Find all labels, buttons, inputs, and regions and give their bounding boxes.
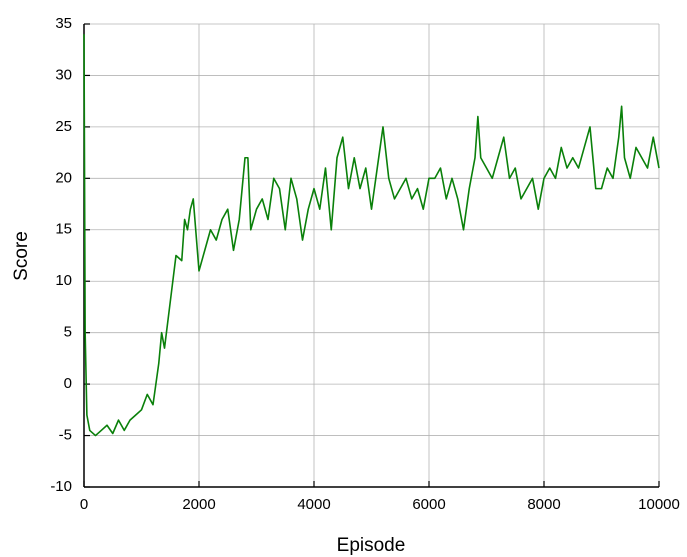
x-tick-label: 10000 xyxy=(638,496,680,513)
y-tick-label: -5 xyxy=(59,427,72,444)
y-tick-label: 10 xyxy=(55,272,72,289)
y-tick-label: 35 xyxy=(55,15,72,32)
line xyxy=(83,34,660,437)
x-tick-label: 8000 xyxy=(527,496,560,513)
y-tick-label: 0 xyxy=(64,375,72,392)
y-tick-label: -10 xyxy=(50,478,72,495)
y-tick-label: 20 xyxy=(55,169,72,186)
y-axis-title: Score xyxy=(11,231,32,281)
y-tick-label: 30 xyxy=(55,66,72,83)
y-tick-label: 25 xyxy=(55,118,72,135)
y-tick-label: 15 xyxy=(55,221,72,238)
x-axis-title: Episode xyxy=(337,535,406,556)
x-tick-label: 2000 xyxy=(182,496,215,513)
x-tick-label: 6000 xyxy=(412,496,445,513)
y-tick-label: 5 xyxy=(64,324,72,341)
x-tick-label: 4000 xyxy=(297,496,330,513)
x-tick-label: 0 xyxy=(80,496,88,513)
